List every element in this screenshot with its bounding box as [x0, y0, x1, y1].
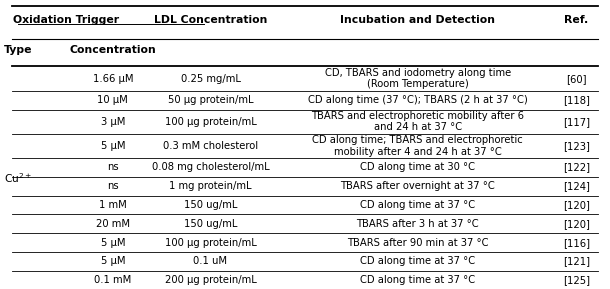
Text: 10 μM: 10 μM — [98, 95, 128, 105]
Text: 5 μM: 5 μM — [101, 141, 125, 151]
Text: Type: Type — [4, 45, 32, 55]
Text: 100 μg protein/mL: 100 μg protein/mL — [165, 117, 256, 127]
Text: 1 mg protein/mL: 1 mg protein/mL — [169, 181, 252, 191]
Text: TBARS after overnight at 37 °C: TBARS after overnight at 37 °C — [340, 181, 495, 191]
Text: [120]: [120] — [563, 219, 590, 229]
Text: [122]: [122] — [563, 162, 590, 173]
Text: 0.3 mM cholesterol: 0.3 mM cholesterol — [163, 141, 258, 151]
Text: Concentration: Concentration — [70, 45, 156, 55]
Text: ns: ns — [107, 162, 119, 173]
Text: [123]: [123] — [563, 141, 590, 151]
Text: CD along time at 30 °C: CD along time at 30 °C — [361, 162, 475, 173]
Text: 5 μM: 5 μM — [101, 238, 125, 248]
Text: 1 mM: 1 mM — [99, 200, 127, 210]
Text: 3 μM: 3 μM — [101, 117, 125, 127]
Text: Cu$^{2+}$: Cu$^{2+}$ — [4, 171, 32, 185]
Text: [120]: [120] — [563, 200, 590, 210]
Text: [121]: [121] — [563, 256, 590, 266]
Text: [125]: [125] — [563, 275, 590, 285]
Text: LDL Concentration: LDL Concentration — [154, 14, 267, 25]
Text: [117]: [117] — [563, 117, 590, 127]
Text: ns: ns — [107, 181, 119, 191]
Text: TBARS after 3 h at 37 °C: TBARS after 3 h at 37 °C — [356, 219, 479, 229]
Text: 50 μg protein/mL: 50 μg protein/mL — [168, 95, 253, 105]
Text: 20 mM: 20 mM — [96, 219, 130, 229]
Text: Ref.: Ref. — [564, 14, 589, 25]
Text: TBARS after 90 min at 37 °C: TBARS after 90 min at 37 °C — [347, 238, 489, 248]
Text: CD along time at 37 °C: CD along time at 37 °C — [361, 256, 475, 266]
Text: [118]: [118] — [563, 95, 590, 105]
Text: 0.1 uM: 0.1 uM — [193, 256, 228, 266]
Text: 1.66 μM: 1.66 μM — [93, 74, 133, 84]
Text: 200 μg protein/mL: 200 μg protein/mL — [165, 275, 256, 285]
Text: [124]: [124] — [563, 181, 590, 191]
Text: CD along time (37 °C); TBARS (2 h at 37 °C): CD along time (37 °C); TBARS (2 h at 37 … — [308, 95, 528, 105]
Text: CD along time at 37 °C: CD along time at 37 °C — [361, 200, 475, 210]
Text: Incubation and Detection: Incubation and Detection — [340, 14, 495, 25]
Text: CD along time at 37 °C: CD along time at 37 °C — [361, 275, 475, 285]
Text: 100 μg protein/mL: 100 μg protein/mL — [165, 238, 256, 248]
Text: CD, TBARS and iodometry along time
(Room Temperature): CD, TBARS and iodometry along time (Room… — [325, 68, 511, 89]
Text: 0.1 mM: 0.1 mM — [94, 275, 132, 285]
Text: [116]: [116] — [563, 238, 590, 248]
Text: 5 μM: 5 μM — [101, 256, 125, 266]
Text: 0.08 mg cholesterol/mL: 0.08 mg cholesterol/mL — [152, 162, 269, 173]
Text: TBARS and electrophoretic mobility after 6
and 24 h at 37 °C: TBARS and electrophoretic mobility after… — [311, 111, 525, 132]
Text: 150 ug/mL: 150 ug/mL — [184, 200, 237, 210]
Text: [60]: [60] — [566, 74, 587, 84]
Text: 0.25 mg/mL: 0.25 mg/mL — [181, 74, 240, 84]
Text: CD along time; TBARS and electrophoretic
mobility after 4 and 24 h at 37 °C: CD along time; TBARS and electrophoretic… — [312, 135, 523, 157]
Text: 150 ug/mL: 150 ug/mL — [184, 219, 237, 229]
Text: Oxidation Trigger: Oxidation Trigger — [13, 14, 118, 25]
